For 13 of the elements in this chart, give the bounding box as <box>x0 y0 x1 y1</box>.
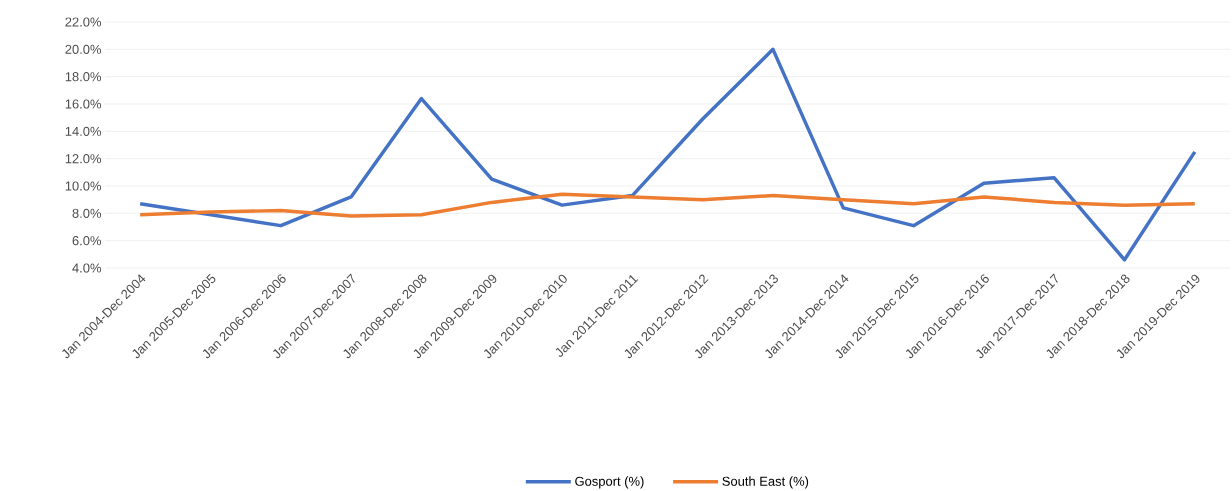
line-series <box>138 192 1197 218</box>
y-tick-label: 22.0% <box>65 17 102 27</box>
y-tick-label: 18.0% <box>65 71 102 82</box>
y-tick-label: 6.0% <box>72 235 102 246</box>
y-tick-label: 8.0% <box>72 208 102 218</box>
y-tick-label: 12.0% <box>65 153 102 164</box>
y-tick-label: 20.0% <box>65 44 102 54</box>
y-tick-label: 10.0% <box>65 181 102 191</box>
legend-label: Gosport (%) <box>575 476 644 489</box>
y-tick-label: 4.0% <box>72 263 102 273</box>
legend-label: South East (%) <box>722 476 809 489</box>
y-tick-label: 14.0% <box>65 126 102 136</box>
y-tick-label: 16.0% <box>65 99 102 109</box>
